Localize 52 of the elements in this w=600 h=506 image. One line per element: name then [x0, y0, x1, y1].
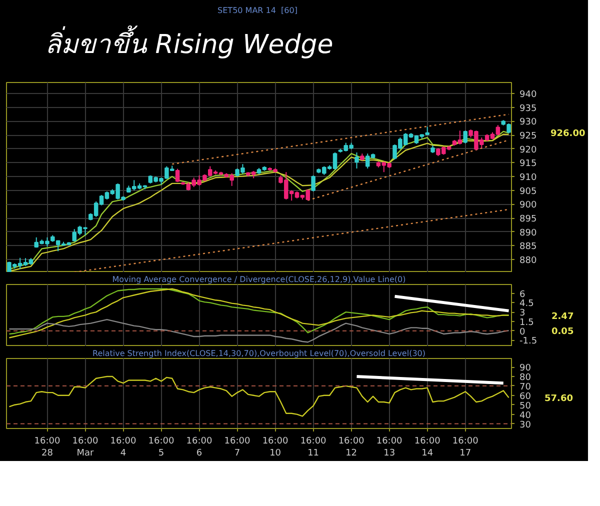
x-tick-label: 16:00 14 — [414, 436, 441, 458]
x-tick-label: 16:00 6 — [186, 436, 213, 458]
x-tick-label: 16:00 Mar — [72, 436, 98, 458]
y-tick-label: 925 — [520, 132, 537, 142]
chart-subtitle: SET50 MAR 14 [60] — [218, 5, 298, 16]
y-tick-label: 70 — [520, 382, 532, 392]
candlestick — [463, 130, 468, 144]
x-tick-label: 16:00 4 — [110, 436, 136, 458]
y-tick-label: 895 — [520, 214, 537, 225]
candlestick — [175, 168, 180, 183]
y-tick-label: 910 — [520, 173, 537, 184]
y-tick-label: -1.5 — [520, 336, 538, 347]
x-tick-label: 16:00 11 — [300, 436, 327, 458]
y-tick-label: 915 — [520, 159, 537, 170]
y-tick-label: 90 — [520, 364, 532, 374]
y-tick-label: 50 — [520, 401, 532, 412]
y-tick-label: 905 — [520, 186, 537, 197]
text: 0.05 — [552, 327, 574, 338]
y-tick-label: 80 — [520, 372, 532, 383]
chart-title: ลิ่มขาขึ้น Rising Wedge — [45, 27, 334, 62]
text: 2.47 — [552, 312, 574, 322]
y-tick-label: 900 — [520, 200, 537, 211]
y-tick-label: 30 — [520, 420, 532, 430]
y-tick-label: 930 — [520, 118, 537, 128]
x-tick-label: 16:00 12 — [338, 436, 365, 458]
chart-title: Relative Strength Index(CLOSE,14,30,70),Overbought Level(70),Oversold Level(30) — [92, 349, 426, 358]
text: 57.60 — [544, 394, 573, 404]
candlestick — [354, 152, 359, 170]
chart-title: Moving Average Convergence / Divergence(CLOSE,26,12,9),Value Line(0) — [112, 275, 406, 284]
text: 926.00 — [550, 128, 586, 139]
y-tick-label: 1.5 — [520, 318, 534, 328]
y-tick-label: 920 — [520, 145, 537, 156]
candlestick — [311, 174, 316, 192]
y-tick-label: 6 — [520, 290, 526, 300]
x-tick-label: 16:00 17 — [452, 436, 479, 458]
y-tick-label: 935 — [520, 104, 537, 114]
y-tick-label: 880 — [520, 256, 537, 266]
line-series — [8, 318, 510, 343]
y-tick-label: 885 — [520, 242, 537, 252]
x-tick-label: 16:00 28 — [34, 436, 60, 458]
x-tick-label: 16:00 5 — [148, 436, 174, 458]
x-tick-label: 16:00 10 — [262, 436, 289, 458]
y-tick-label: 3 — [520, 308, 526, 319]
y-tick-label: 890 — [520, 228, 537, 238]
y-tick-label: 0 — [520, 327, 526, 338]
line-series — [8, 376, 510, 417]
y-tick-label: 940 — [520, 90, 537, 100]
y-tick-label: 60 — [520, 392, 532, 402]
y-tick-label: 4.5 — [520, 299, 534, 310]
x-tick-label: 16:00 7 — [224, 436, 251, 458]
x-tick-label: 16:00 13 — [376, 436, 403, 458]
y-tick-label: 40 — [520, 410, 532, 421]
